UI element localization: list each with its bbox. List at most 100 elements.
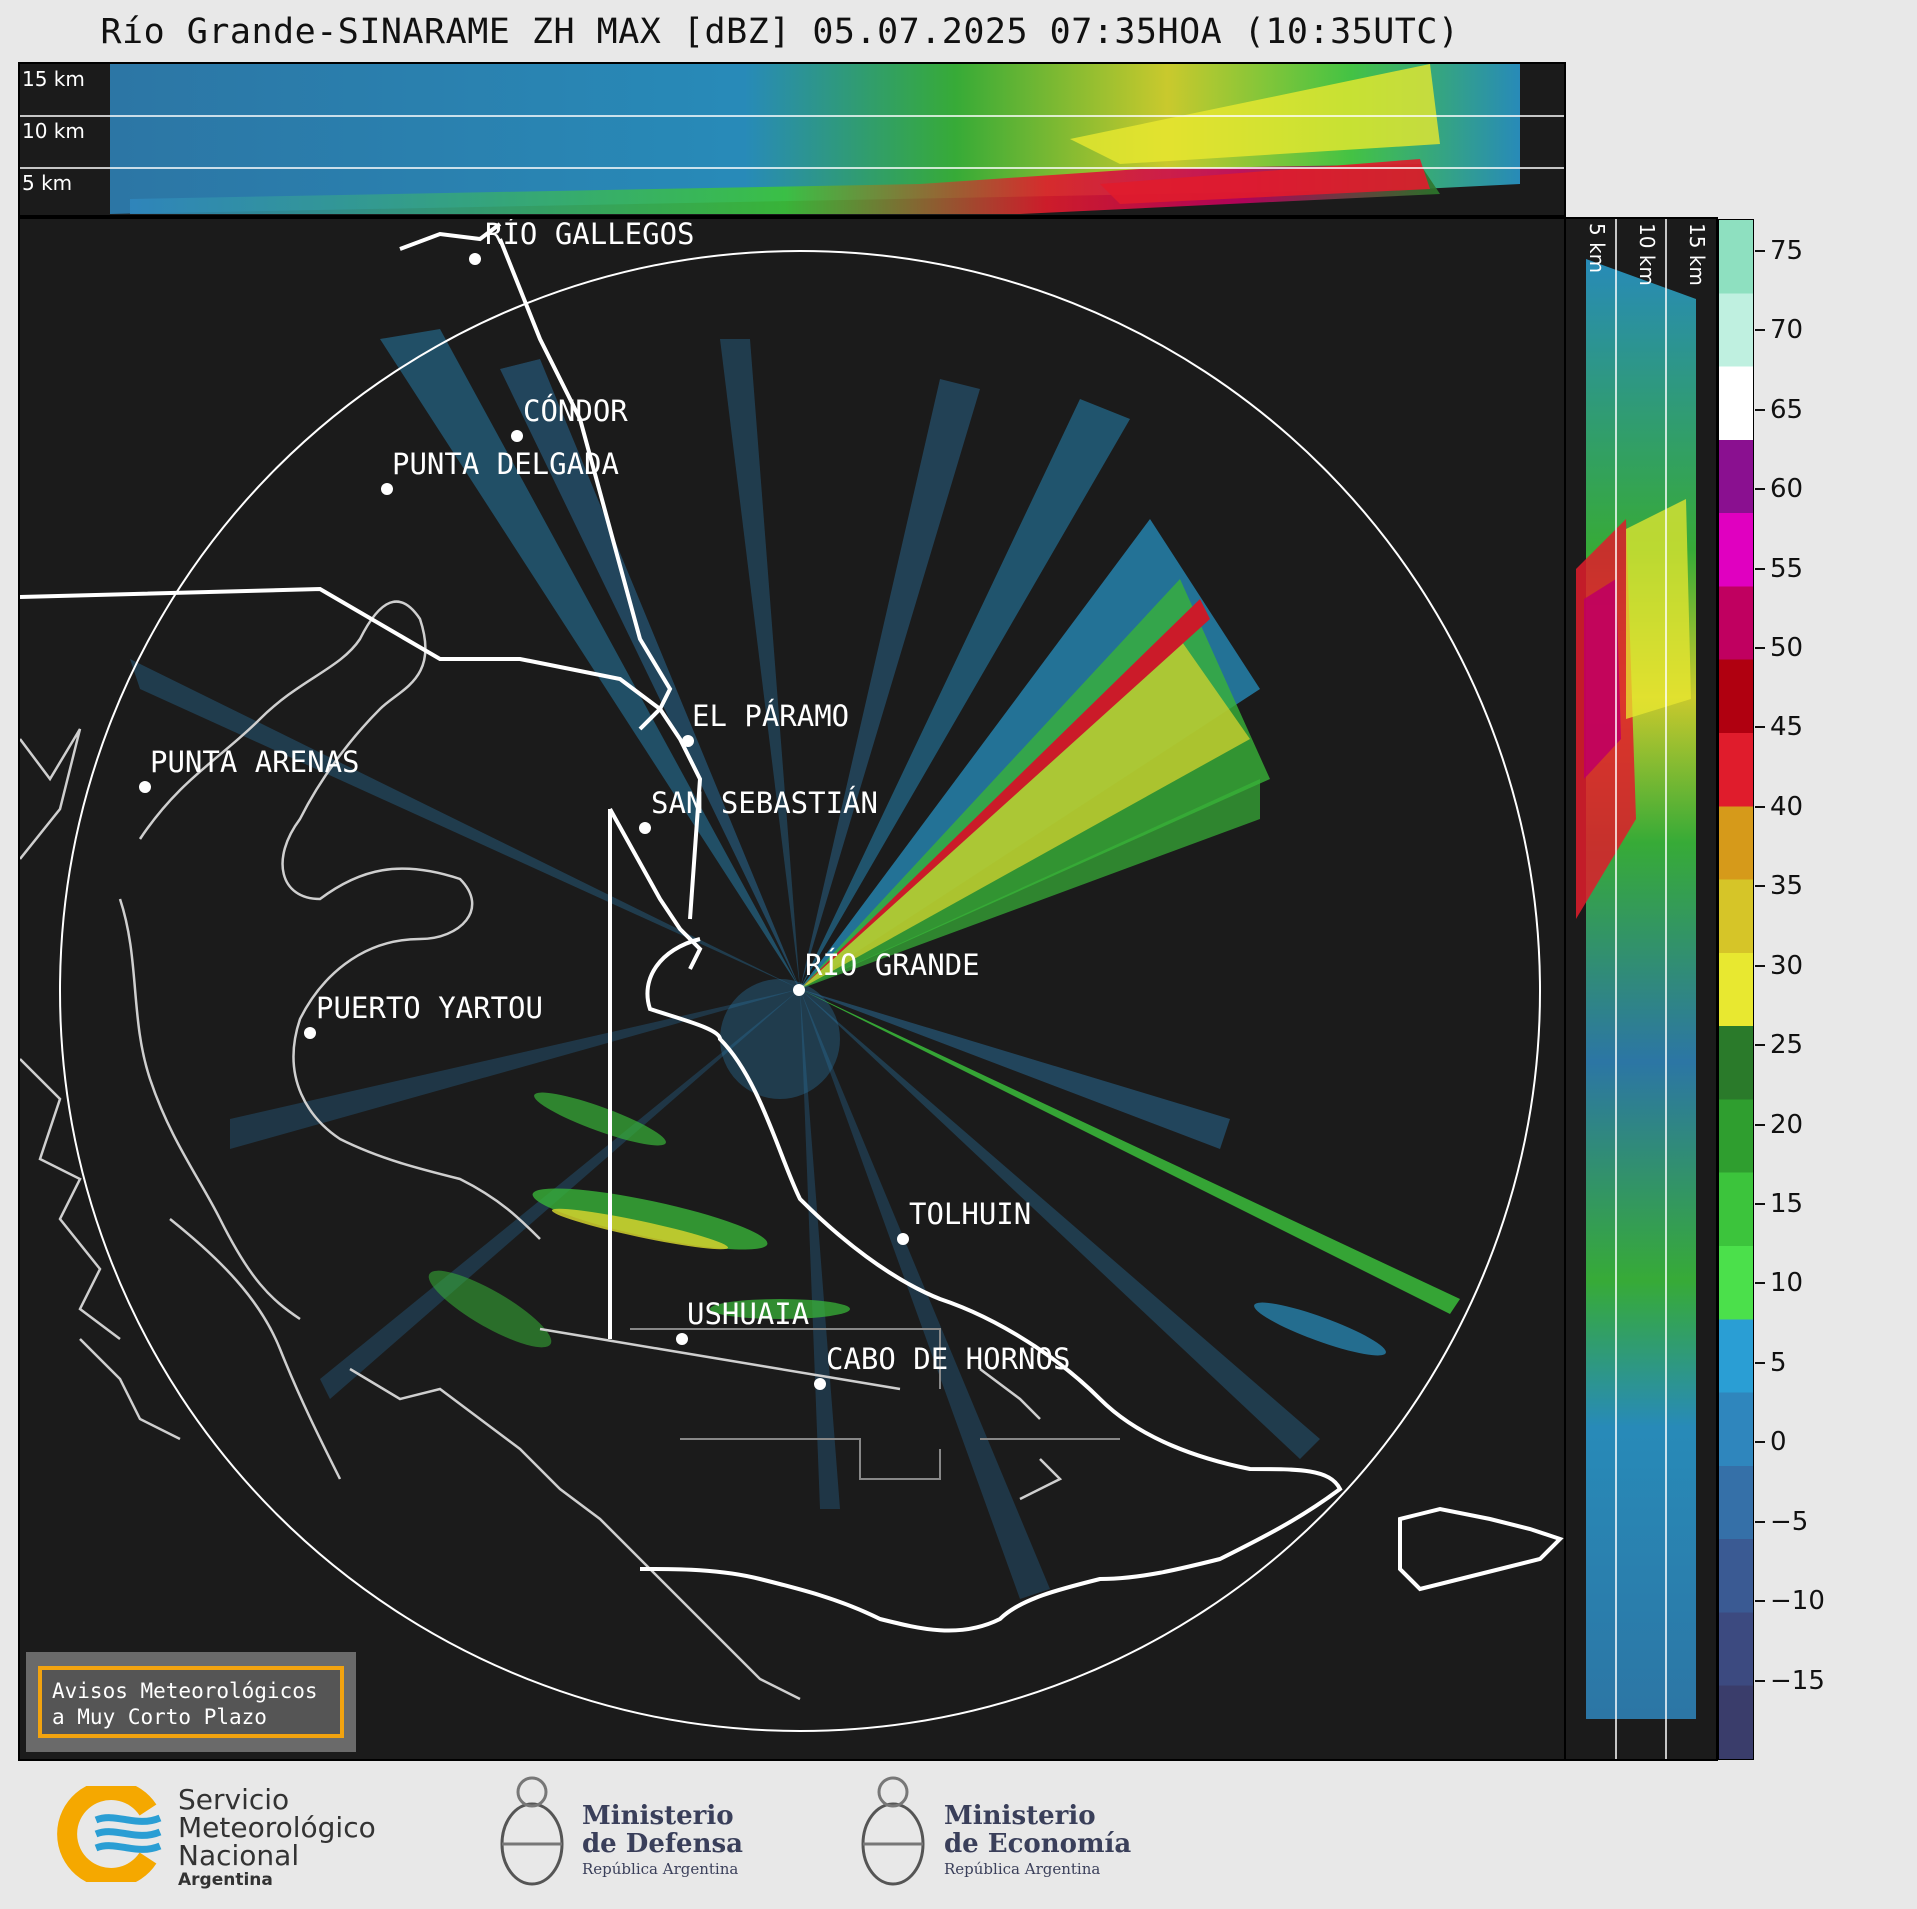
city-label-cabo-de-hornos: CABO DE HORNOS bbox=[826, 1342, 1070, 1376]
colorbar-tick bbox=[1755, 726, 1765, 729]
colorbar-tick-label: 0 bbox=[1770, 1427, 1787, 1458]
colorbar-tick-label: 45 bbox=[1770, 712, 1804, 743]
city-marker-condor bbox=[511, 430, 523, 442]
city-label-el-paramo: EL PÁRAMO bbox=[692, 699, 849, 733]
escudo-icon bbox=[861, 1776, 925, 1886]
radar-map: RÍO GALLEGOS CÓNDOR PUNTA DELGADA PUNTA … bbox=[20, 219, 1564, 1732]
colorbar-tick bbox=[1755, 1044, 1765, 1047]
top-height-label-10: 10 km bbox=[22, 119, 85, 143]
economia-line-1: Ministerio bbox=[944, 1801, 1096, 1831]
aviso-inner: Avisos Meteorológicos a Muy Corto Plazo bbox=[38, 1666, 344, 1738]
top-height-label-5: 5 km bbox=[22, 171, 72, 195]
colorbar-tick-label: 35 bbox=[1770, 871, 1804, 902]
smn-line-1: Servicio bbox=[178, 1783, 290, 1816]
smn-line-3: Nacional bbox=[178, 1839, 300, 1872]
colorbar-tick-label: 10 bbox=[1770, 1268, 1804, 1299]
city-label-tolhuin: TOLHUIN bbox=[909, 1197, 1031, 1231]
smn-line-4: Argentina bbox=[178, 1870, 273, 1890]
city-label-condor: CÓNDOR bbox=[523, 394, 628, 428]
colorbar-tick bbox=[1755, 1123, 1765, 1126]
side-height-label-10: 10 km bbox=[1635, 223, 1659, 286]
city-marker-rio-gallegos bbox=[469, 253, 481, 265]
smn-text: Servicio Meteorológico Nacional Argentin… bbox=[178, 1783, 376, 1891]
economia-text: Ministerio de Economía bbox=[944, 1802, 1131, 1858]
colorbar-tick-label: −10 bbox=[1770, 1586, 1825, 1617]
colorbar-tick-label: 65 bbox=[1770, 394, 1804, 425]
colorbar-tick-label: 55 bbox=[1770, 553, 1804, 584]
colorbar-tick bbox=[1755, 1441, 1765, 1444]
defensa-seal-icon bbox=[494, 1772, 570, 1896]
colorbar-tick bbox=[1755, 1202, 1765, 1205]
colorbar-tick-label: 60 bbox=[1770, 474, 1804, 505]
city-markers: RÍO GALLEGOS CÓNDOR PUNTA DELGADA PUNTA … bbox=[139, 219, 1070, 1390]
smn-line-2: Meteorológico bbox=[178, 1811, 376, 1844]
coastlines bbox=[20, 600, 1063, 1701]
side-height-label-15: 15 km bbox=[1685, 223, 1709, 286]
colorbar-tick bbox=[1755, 1282, 1765, 1285]
colorbar-tick-label: 75 bbox=[1770, 235, 1804, 266]
side-height-label-5: 5 km bbox=[1585, 223, 1609, 273]
radar-echoes bbox=[130, 329, 1460, 1599]
city-label-punta-delgada: PUNTA DELGADA bbox=[392, 447, 619, 481]
defensa-text: Ministerio de Defensa bbox=[582, 1802, 743, 1858]
colorbar-tick bbox=[1755, 1600, 1765, 1603]
colorbar-tick bbox=[1755, 805, 1765, 808]
dbz-colorbar bbox=[1718, 219, 1754, 1760]
city-marker-tolhuin bbox=[897, 1233, 909, 1245]
colorbar-tick bbox=[1755, 408, 1765, 411]
colorbar-tick bbox=[1755, 567, 1765, 570]
city-label-san-sebastian: SAN SEBASTIÁN bbox=[651, 786, 878, 820]
aviso-line-1: Avisos Meteorológicos bbox=[52, 1679, 318, 1703]
city-marker-puerto-yartou bbox=[304, 1027, 316, 1039]
top-cross-section-panel: 15 km 10 km 5 km bbox=[18, 62, 1566, 217]
city-marker-punta-arenas bbox=[139, 781, 151, 793]
economia-sub: República Argentina bbox=[944, 1860, 1101, 1878]
aviso-box: Avisos Meteorológicos a Muy Corto Plazo bbox=[26, 1652, 356, 1752]
defensa-line-2: de Defensa bbox=[582, 1829, 743, 1859]
colorbar-tick-label: 70 bbox=[1770, 315, 1804, 346]
colorbar-tick-label: −15 bbox=[1770, 1665, 1825, 1696]
side-cross-section-panel: 5 km 10 km 15 km bbox=[1564, 217, 1718, 1761]
colorbar-tick-label: 30 bbox=[1770, 950, 1804, 981]
top-cross-section-plot: 15 km 10 km 5 km bbox=[20, 64, 1564, 214]
colorbar-tick bbox=[1755, 885, 1765, 888]
economia-seal-icon bbox=[855, 1772, 931, 1896]
escudo-icon bbox=[500, 1776, 564, 1886]
economia-line-2: de Economía bbox=[944, 1829, 1132, 1859]
colorbar-tick bbox=[1755, 1520, 1765, 1523]
colorbar-tick bbox=[1755, 1361, 1765, 1364]
defensa-line-1: Ministerio bbox=[582, 1801, 734, 1831]
roads-borders bbox=[20, 222, 1564, 1633]
smn-logo-icon bbox=[57, 1786, 162, 1882]
city-marker-el-paramo bbox=[682, 735, 694, 747]
colorbar-tick bbox=[1755, 964, 1765, 967]
colorbar-tick-label: 20 bbox=[1770, 1109, 1804, 1140]
colorbar-tick-label: 50 bbox=[1770, 632, 1804, 663]
city-label-punta-arenas: PUNTA ARENAS bbox=[150, 745, 360, 779]
city-marker-san-sebastian bbox=[639, 822, 651, 834]
city-label-ushuaia: USHUAIA bbox=[687, 1297, 809, 1331]
radar-map-panel: RÍO GALLEGOS CÓNDOR PUNTA DELGADA PUNTA … bbox=[18, 217, 1566, 1761]
chart-title: Río Grande-SINARAME ZH MAX [dBZ] 05.07.2… bbox=[100, 12, 1460, 52]
colorbar-tick bbox=[1755, 646, 1765, 649]
side-cross-section-plot: 5 km 10 km 15 km bbox=[1576, 219, 1709, 1759]
city-marker-ushuaia bbox=[676, 1333, 688, 1345]
colorbar-tick-label: 40 bbox=[1770, 791, 1804, 822]
city-label-puerto-yartou: PUERTO YARTOU bbox=[316, 991, 543, 1025]
colorbar-tick-label: −5 bbox=[1770, 1506, 1809, 1537]
defensa-sub: República Argentina bbox=[582, 1860, 739, 1878]
colorbar-tick-label: 5 bbox=[1770, 1347, 1787, 1378]
smn-logo bbox=[56, 1786, 166, 1882]
city-label-rio-grande: RÍO GRANDE bbox=[805, 948, 980, 982]
colorbar-tick bbox=[1755, 249, 1765, 252]
city-marker-cabo-de-hornos bbox=[814, 1378, 826, 1390]
aviso-line-2: a Muy Corto Plazo bbox=[52, 1705, 267, 1729]
colorbar-tick-label: 15 bbox=[1770, 1188, 1804, 1219]
city-marker-rio-grande bbox=[793, 984, 805, 996]
city-marker-punta-delgada bbox=[381, 483, 393, 495]
city-label-rio-gallegos: RÍO GALLEGOS bbox=[485, 219, 695, 251]
colorbar-tick bbox=[1755, 1679, 1765, 1682]
province-borders bbox=[630, 1328, 1120, 1480]
colorbar-tick bbox=[1755, 329, 1765, 332]
colorbar-tick bbox=[1755, 488, 1765, 491]
